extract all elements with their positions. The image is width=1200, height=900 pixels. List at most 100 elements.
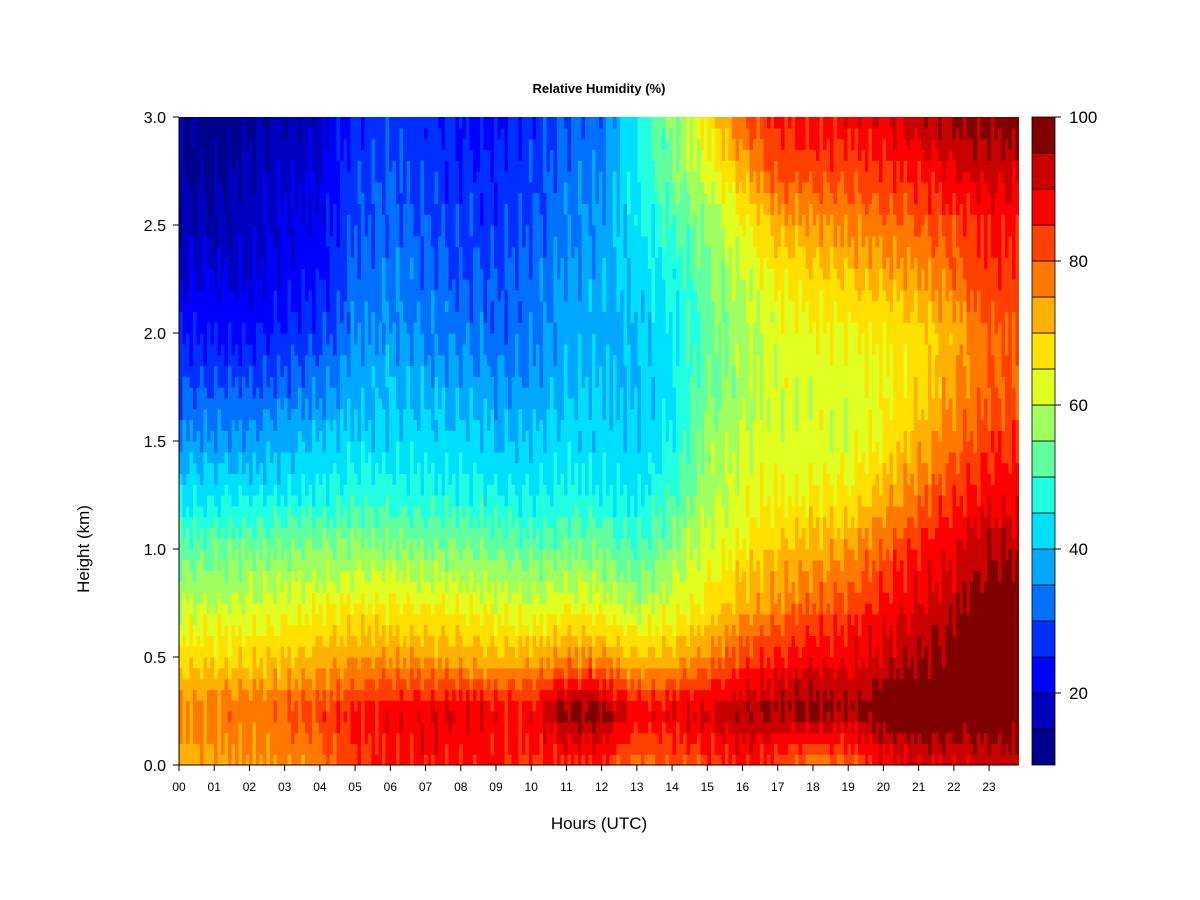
heatmap-cell [851,732,856,744]
heatmap-cell [928,667,933,680]
heatmap-cell [217,711,222,723]
heatmap-cell [448,538,453,550]
heatmap-cell [291,754,296,765]
heatmap-cell [438,711,443,723]
heatmap-cell [714,754,719,765]
heatmap-cell [336,570,341,582]
heatmap-cell [277,743,282,755]
heatmap-cell [707,689,712,701]
heatmap-cell [630,581,635,593]
heatmap-cell [312,721,317,734]
heatmap-cell [921,711,926,723]
heatmap-cell [347,711,352,723]
heatmap-cell [959,678,964,690]
heatmap-cell [837,646,842,658]
heatmap-cell [210,721,215,734]
heatmap-cell [616,743,621,755]
heatmap-cell [613,646,618,658]
heatmap-cell [833,635,838,647]
heatmap-cell [854,689,859,701]
heatmap-cell [312,538,317,550]
heatmap-cell [798,721,803,734]
heatmap-cell [928,721,933,734]
heatmap-cell [998,559,1003,572]
heatmap-cell [515,754,520,765]
heatmap-cell [809,635,814,647]
heatmap-cell [277,711,282,723]
heatmap-cell [620,754,625,765]
heatmap-cell [228,732,233,744]
heatmap-cell [777,657,782,669]
heatmap-cell [886,581,891,593]
heatmap-cell [833,549,838,561]
heatmap-cell [711,743,716,755]
heatmap-cell [406,754,411,765]
heatmap-cell [557,559,562,572]
heatmap-cell [669,743,674,755]
heatmap-cell [315,732,320,744]
heatmap-cell [830,624,835,636]
heatmap-cell [613,538,618,550]
heatmap-cell [235,689,240,701]
heatmap-cell [494,635,499,647]
heatmap-cell [487,721,492,734]
heatmap-cell [287,592,292,604]
heatmap-cell [417,678,422,690]
heatmap-cell [518,754,523,765]
heatmap-cell [511,743,516,755]
heatmap-cell [973,667,978,680]
heatmap-cell [462,657,467,669]
heatmap-cell [238,721,243,734]
heatmap-cell [434,581,439,593]
heatmap-cell [312,678,317,690]
heatmap-cell [182,592,187,604]
heatmap-cell [984,667,989,680]
heatmap-cell [984,657,989,669]
heatmap-cell [301,700,306,712]
heatmap-cell [805,549,810,561]
heatmap-cell [683,624,688,636]
heatmap-cell [417,700,422,712]
heatmap-cell [315,678,320,690]
heatmap-cell [973,743,978,755]
heatmap-cell [312,613,317,626]
heatmap-cell [949,646,954,658]
heatmap-cell [361,646,366,658]
heatmap-cell [231,678,236,690]
heatmap-cell [966,613,971,626]
heatmap-cell [763,754,768,765]
heatmap-cell [557,581,562,593]
heatmap-cell [455,581,460,593]
heatmap-cell [910,592,915,604]
heatmap-cell [371,700,376,712]
heatmap-cell [546,721,551,734]
heatmap-cell [557,570,562,582]
heatmap-cell [889,559,894,572]
heatmap-cell [833,721,838,734]
heatmap-cell [662,592,667,604]
heatmap-cell [466,646,471,658]
heatmap-cell [809,559,814,572]
heatmap-cell [326,667,331,680]
heatmap-cell [931,635,936,647]
heatmap-cell [553,754,558,765]
heatmap-cell [658,581,663,593]
heatmap-cell [917,603,922,615]
heatmap-cell [301,549,306,561]
heatmap-cell [315,613,320,626]
heatmap-cell [462,721,467,734]
heatmap-cell [445,570,450,582]
heatmap-cell [648,711,653,723]
heatmap-cell [1015,559,1019,572]
heatmap-cell [1001,646,1006,658]
heatmap-cell [963,570,968,582]
heatmap-cell [693,592,698,604]
heatmap-cell [200,700,205,712]
heatmap-cell [480,711,485,723]
heatmap-cell [249,624,254,636]
heatmap-cell [238,592,243,604]
heatmap-cell [263,678,268,690]
heatmap-cell [354,592,359,604]
heatmap-cell [928,711,933,723]
heatmap-cell [518,732,523,744]
